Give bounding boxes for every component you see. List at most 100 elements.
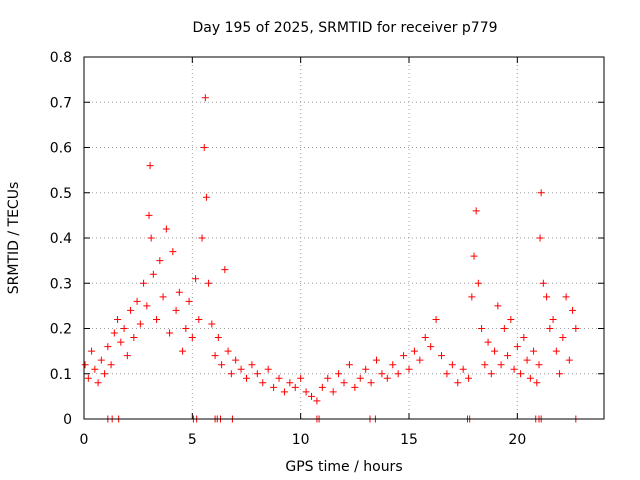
data-point: [136, 320, 144, 328]
data-point: [335, 370, 343, 378]
data-point: [400, 352, 408, 360]
data-point: [454, 379, 462, 387]
data-point: [421, 334, 429, 342]
data-point: [156, 257, 164, 265]
data-point: [405, 365, 413, 373]
data-point: [214, 334, 222, 342]
data-point: [291, 383, 299, 391]
data-point: [562, 293, 570, 301]
data-point: [153, 315, 161, 323]
data-point: [465, 374, 473, 382]
data-point: [520, 334, 528, 342]
data-point: [91, 365, 99, 373]
data-point: [510, 365, 518, 373]
data-point: [232, 356, 240, 364]
data-point: [549, 315, 557, 323]
data-point: [140, 279, 148, 287]
data-point: [546, 325, 554, 332]
data-point: [565, 356, 573, 364]
data-point: [324, 374, 332, 382]
data-point: [472, 207, 480, 215]
data-point: [253, 370, 261, 378]
data-point: [123, 352, 131, 360]
data-point: [200, 144, 208, 151]
x-axis-label: GPS time / hours: [285, 459, 402, 475]
y-tick-label: 0.2: [50, 322, 72, 338]
data-point: [110, 329, 118, 337]
data-point: [146, 162, 154, 170]
data-point: [162, 225, 170, 233]
data-point: [270, 383, 278, 391]
x-tick-label: 20: [508, 432, 526, 448]
data-point: [367, 379, 375, 387]
data-point: [243, 374, 250, 382]
data-point: [198, 234, 206, 242]
data-point: [120, 325, 128, 332]
data-point: [383, 374, 391, 382]
data-point: [351, 383, 359, 391]
data-point: [410, 347, 418, 355]
data-point: [535, 361, 543, 369]
data-point: [530, 347, 538, 355]
data-point: [302, 388, 310, 396]
data-point: [201, 94, 209, 102]
data-point: [484, 338, 492, 346]
x-tick-label: 10: [292, 432, 310, 448]
data-point: [192, 275, 200, 283]
data-point: [543, 293, 551, 301]
data-point: [443, 370, 451, 378]
data-point: [264, 365, 272, 373]
data-point: [84, 374, 92, 382]
data-point: [143, 302, 151, 310]
data-point: [259, 379, 267, 387]
y-tick-label: 0.6: [50, 141, 72, 157]
data-point: [97, 356, 105, 364]
data-point: [94, 379, 102, 387]
y-tick-label: 0.3: [50, 276, 72, 292]
data-point: [572, 325, 580, 332]
y-tick-label: 0.5: [50, 186, 72, 202]
data-point: [491, 347, 499, 355]
data-point: [494, 302, 502, 310]
data-point: [208, 320, 216, 328]
data-point: [169, 248, 177, 256]
data-point: [221, 266, 229, 274]
y-tick-label: 0.4: [50, 231, 72, 247]
data-point: [101, 370, 109, 378]
data-point: [432, 315, 440, 323]
data-point: [175, 288, 183, 296]
data-point: [248, 361, 256, 369]
data-point: [130, 334, 138, 342]
data-point: [497, 361, 505, 369]
data-point: [539, 279, 547, 287]
data-point: [104, 343, 112, 351]
data-point: [318, 383, 326, 391]
y-tick-label: 0.7: [50, 95, 72, 111]
data-point: [474, 279, 482, 287]
data-point: [523, 356, 531, 364]
data-point: [517, 370, 525, 378]
data-point: [81, 361, 89, 369]
data-point: [297, 374, 305, 382]
data-point: [107, 361, 115, 369]
data-point: [507, 315, 515, 323]
data-point: [237, 365, 245, 373]
data-point: [224, 347, 232, 355]
data-point: [487, 370, 495, 378]
data-point: [468, 293, 476, 301]
x-tick-label: 5: [188, 432, 197, 448]
data-point: [478, 325, 486, 332]
data-point: [526, 374, 534, 382]
data-point: [88, 347, 96, 355]
data-point: [481, 361, 489, 369]
data-point: [373, 356, 380, 364]
data-point: [218, 361, 226, 369]
data-point: [569, 306, 577, 314]
data-point: [166, 329, 174, 337]
data-point: [513, 343, 521, 351]
data-point: [536, 234, 544, 242]
data-point: [227, 370, 235, 378]
data-point: [394, 370, 402, 378]
